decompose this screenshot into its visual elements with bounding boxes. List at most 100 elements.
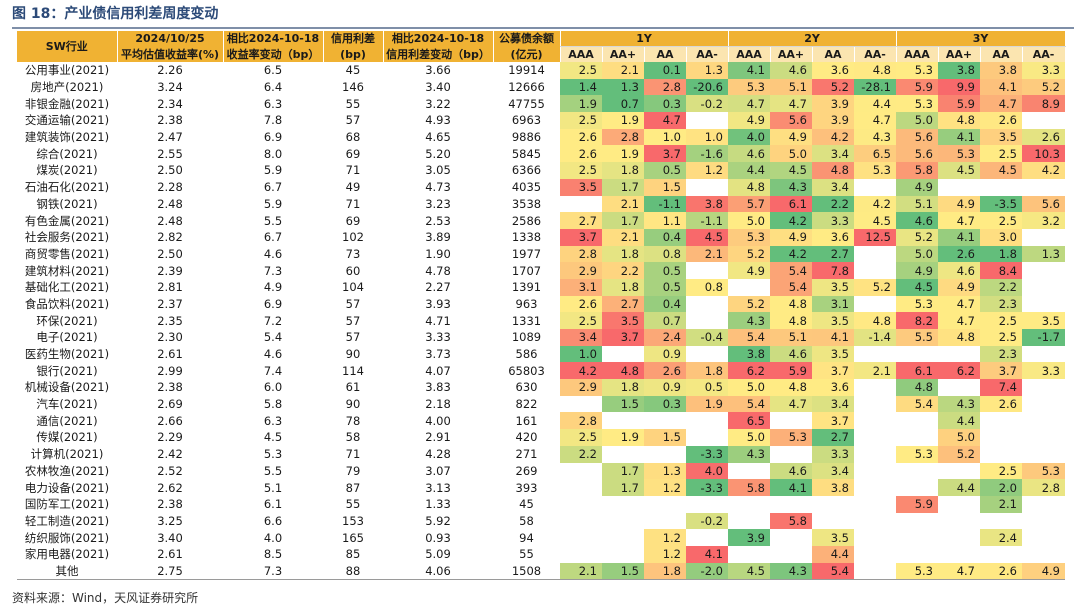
avg-yield: 2.61 xyxy=(157,547,183,562)
bond-balance: 1977 xyxy=(511,246,542,261)
spread-change-2y-aaplus: 6.1 xyxy=(770,195,812,213)
credit-spread: 69 xyxy=(345,146,361,161)
spread-change-2y-aaa: 4.7 xyxy=(728,95,770,113)
spread-change-3y-aa: 2.5 xyxy=(980,212,1022,229)
spread-change-2y-aaminus xyxy=(854,463,896,480)
spread-change-2y-aa: 3.5 xyxy=(812,312,854,329)
bond-balance: 271 xyxy=(515,447,538,462)
spread-change-2y-aaa: 5.2 xyxy=(728,245,770,263)
industry-name: 电子(2021) xyxy=(36,330,98,345)
bond-balance: 1391 xyxy=(511,280,542,295)
spread-change-1y-aaplus xyxy=(602,412,644,429)
spread-change-3y-aaplus: 4.1 xyxy=(938,228,980,246)
spread-change-3y-aaplus xyxy=(938,179,980,196)
avg-yield: 2.50 xyxy=(157,163,183,178)
industry-name: 房地产(2021) xyxy=(30,80,104,95)
credit-spread: 71 xyxy=(345,163,361,178)
bond-balance: 1508 xyxy=(493,562,560,581)
spread-change-3y-aaminus: -1.7 xyxy=(1022,329,1065,346)
spread-change-1y-aaminus: 0.8 xyxy=(686,278,728,296)
spread-change-1y-aaa: 2.1 xyxy=(560,562,602,581)
spread-change-2y-aaplus: 5.4 xyxy=(770,278,812,296)
spread-change-2y-aa: 3.5 xyxy=(812,345,854,363)
spread-change-3y-aaa: 4.6 xyxy=(896,212,938,229)
header-group-1y: 1Y xyxy=(560,31,729,47)
spread-change-2y-aaminus xyxy=(854,379,896,396)
spread-change-3y-aaplus: 4.8 xyxy=(938,329,980,346)
spread-change: 4.78 xyxy=(425,263,451,278)
spread-change-3y-aaplus: 5.9 xyxy=(938,95,980,113)
spread-change-3y-aaa xyxy=(896,513,938,530)
spread-change-3y-aaa: 5.9 xyxy=(896,495,938,513)
spread-change-1y-aaminus xyxy=(686,412,728,429)
header-rating-3y-2: AA+ xyxy=(938,46,981,62)
table-row: 石油石化(2021) 2.28 6.7 49 4.73 4035 3.5 1.7 1.5 4.8 4… xyxy=(17,178,1065,196)
table-row: 食品饮料(2021) 2.37 6.9 57 3.93 963 2.6 2.7 0.4 5.2 4.… xyxy=(17,295,1065,313)
industry-name: 环保(2021) xyxy=(36,313,98,328)
spread-change-1y-aa: 0.5 xyxy=(644,262,686,279)
credit-spread: 71 xyxy=(345,447,361,462)
spread-change-3y-aaminus: 3.2 xyxy=(1022,212,1065,229)
spread-change-1y-aaplus: 2.7 xyxy=(602,295,644,313)
spread-change-1y-aa: 1.2 xyxy=(644,545,686,563)
table-row: 计算机(2021) 2.42 5.3 71 4.28 271 2.2 -3.3 4.3 3.3 5.… xyxy=(17,445,1065,463)
spread-change-1y-aaa: 3.1 xyxy=(560,278,602,296)
spread-change-3y-aaplus: 4.7 xyxy=(938,562,980,581)
spread-change-3y-aa xyxy=(980,546,1022,563)
spread-change-2y-aaa xyxy=(728,279,770,296)
bond-balance: 94 xyxy=(519,530,534,545)
spread-change-2y-aa: 3.3 xyxy=(812,212,854,229)
spread-change-2y-aaa xyxy=(728,546,770,563)
yield-change: 5.5 xyxy=(263,463,283,478)
spread-change-2y-aaa: 5.0 xyxy=(728,429,770,446)
spread-change-2y-aaa: 5.2 xyxy=(728,295,770,313)
spread-change-1y-aa: 0.8 xyxy=(644,245,686,263)
credit-spread: 57 xyxy=(345,296,361,311)
spread-change: 3.40 xyxy=(425,80,451,95)
spread-change-3y-aaminus xyxy=(1022,529,1065,546)
spread-change-1y-aaminus: -0.2 xyxy=(686,512,728,530)
spread-change-2y-aaa: 5.0 xyxy=(728,212,770,229)
spread-change-1y-aa: 0.9 xyxy=(644,345,686,363)
spread-change-2y-aaa: 4.0 xyxy=(728,128,770,146)
spread-change-1y-aa xyxy=(644,412,686,429)
yield-change: 5.9 xyxy=(263,196,283,211)
spread-change-1y-aa: 2.8 xyxy=(644,78,686,96)
spread-change: 3.83 xyxy=(425,380,451,395)
spread-change-1y-aa xyxy=(644,446,686,463)
spread-change-1y-aaplus: 1.7 xyxy=(602,479,644,496)
spread-change-2y-aa: 3.4 xyxy=(812,395,854,413)
spread-change-2y-aaminus: 4.8 xyxy=(854,312,896,329)
industry-name: 建筑材料(2021) xyxy=(24,263,110,278)
industry-name: 通信(2021) xyxy=(36,413,98,428)
spread-change-2y-aaminus xyxy=(854,529,896,546)
header-rating-1y-3: AA xyxy=(644,46,687,62)
spread-change-3y-aaplus: 5.2 xyxy=(938,445,980,463)
avg-yield: 2.82 xyxy=(157,230,183,245)
credit-spread: 90 xyxy=(345,347,361,362)
header-rating-2y-1: AAA xyxy=(728,46,771,62)
spread-change: 2.53 xyxy=(425,213,451,228)
spread-change: 3.23 xyxy=(425,196,451,211)
spread-change-3y-aaplus xyxy=(938,496,980,513)
bond-balance: 161 xyxy=(515,413,538,428)
spread-change-3y-aaa xyxy=(896,546,938,563)
yield-change: 7.4 xyxy=(263,363,283,378)
header-rating-1y-2: AA+ xyxy=(602,46,645,62)
table-row: 传媒(2021) 2.29 4.5 58 2.91 420 2.5 1.9 1.5 5.0 5.3 2… xyxy=(17,429,1065,446)
yield-change: 8.0 xyxy=(263,146,283,161)
avg-yield: 2.69 xyxy=(157,397,183,412)
spread-change-2y-aaa: 5.7 xyxy=(728,195,770,213)
bond-balance: 65803 xyxy=(508,363,545,378)
title-divider xyxy=(12,27,1074,29)
spread-change: 5.09 xyxy=(425,547,451,562)
spread-change-1y-aa: 0.3 xyxy=(644,95,686,113)
yield-change: 6.9 xyxy=(263,130,283,145)
spread-change-1y-aaplus xyxy=(602,546,644,563)
spread-change-1y-aaa xyxy=(560,496,602,513)
spread-change-3y-aa: 1.8 xyxy=(980,245,1022,263)
source-note: 资料来源：Wind，天风证券研究所 xyxy=(12,591,199,605)
yield-change: 7.8 xyxy=(263,113,283,128)
spread-change-3y-aaminus: 5.6 xyxy=(1022,195,1065,213)
spread-change-3y-aaminus xyxy=(1022,546,1065,563)
